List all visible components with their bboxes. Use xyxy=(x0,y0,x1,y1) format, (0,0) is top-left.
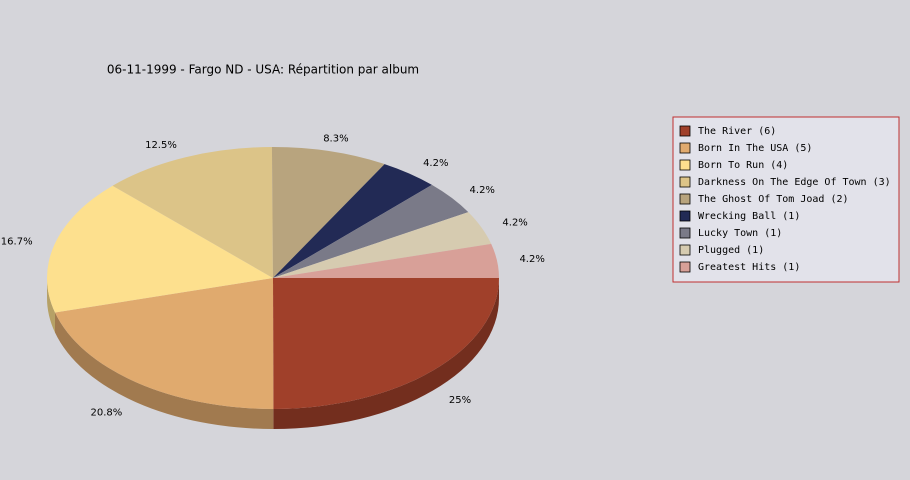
value-label: 4.2% xyxy=(423,158,448,169)
legend-label: Greatest Hits (1) xyxy=(698,262,800,273)
slice-side xyxy=(273,278,499,429)
value-label: 4.2% xyxy=(502,217,527,228)
slice xyxy=(46,185,273,313)
value-label: 4.2% xyxy=(470,185,495,196)
legend-label: Wrecking Ball (1) xyxy=(698,211,800,222)
slice xyxy=(54,278,274,410)
value-label: 4.2% xyxy=(519,254,544,265)
legend-swatch xyxy=(679,176,691,188)
slice xyxy=(271,146,385,278)
value-label: 25% xyxy=(449,395,471,406)
legend-label: Lucky Town (1) xyxy=(698,228,782,239)
slice-side xyxy=(54,312,274,429)
slice xyxy=(273,243,499,278)
slice xyxy=(273,184,469,278)
slice xyxy=(273,164,432,278)
legend-swatch xyxy=(679,227,691,239)
legend-label: Plugged (1) xyxy=(698,245,764,256)
legend-label: Born In The USA (5) xyxy=(698,143,812,154)
value-label: 16.7% xyxy=(1,236,33,247)
slice xyxy=(273,212,492,278)
legend-swatch xyxy=(679,142,691,154)
legend-label: The Ghost Of Tom Joad (2) xyxy=(698,194,849,205)
slice xyxy=(112,147,273,278)
legend-swatch xyxy=(679,159,691,171)
value-label: 8.3% xyxy=(323,134,348,145)
legend-swatch xyxy=(679,261,691,273)
slice xyxy=(273,278,499,409)
legend-label: Born To Run (4) xyxy=(698,160,788,171)
chart-title: 06-11-1999 - Fargo ND - USA: Répartition… xyxy=(107,63,419,77)
legend-swatch xyxy=(679,125,691,137)
legend-label: The River (6) xyxy=(698,126,776,137)
legend xyxy=(672,116,900,283)
legend-swatch xyxy=(679,193,691,205)
legend-swatch xyxy=(679,244,691,256)
legend-swatch xyxy=(679,210,691,222)
slice-side xyxy=(47,278,55,333)
legend-label: Darkness On The Edge Of Town (3) xyxy=(698,177,891,188)
value-label: 12.5% xyxy=(145,140,177,151)
value-label: 20.8% xyxy=(91,408,123,419)
